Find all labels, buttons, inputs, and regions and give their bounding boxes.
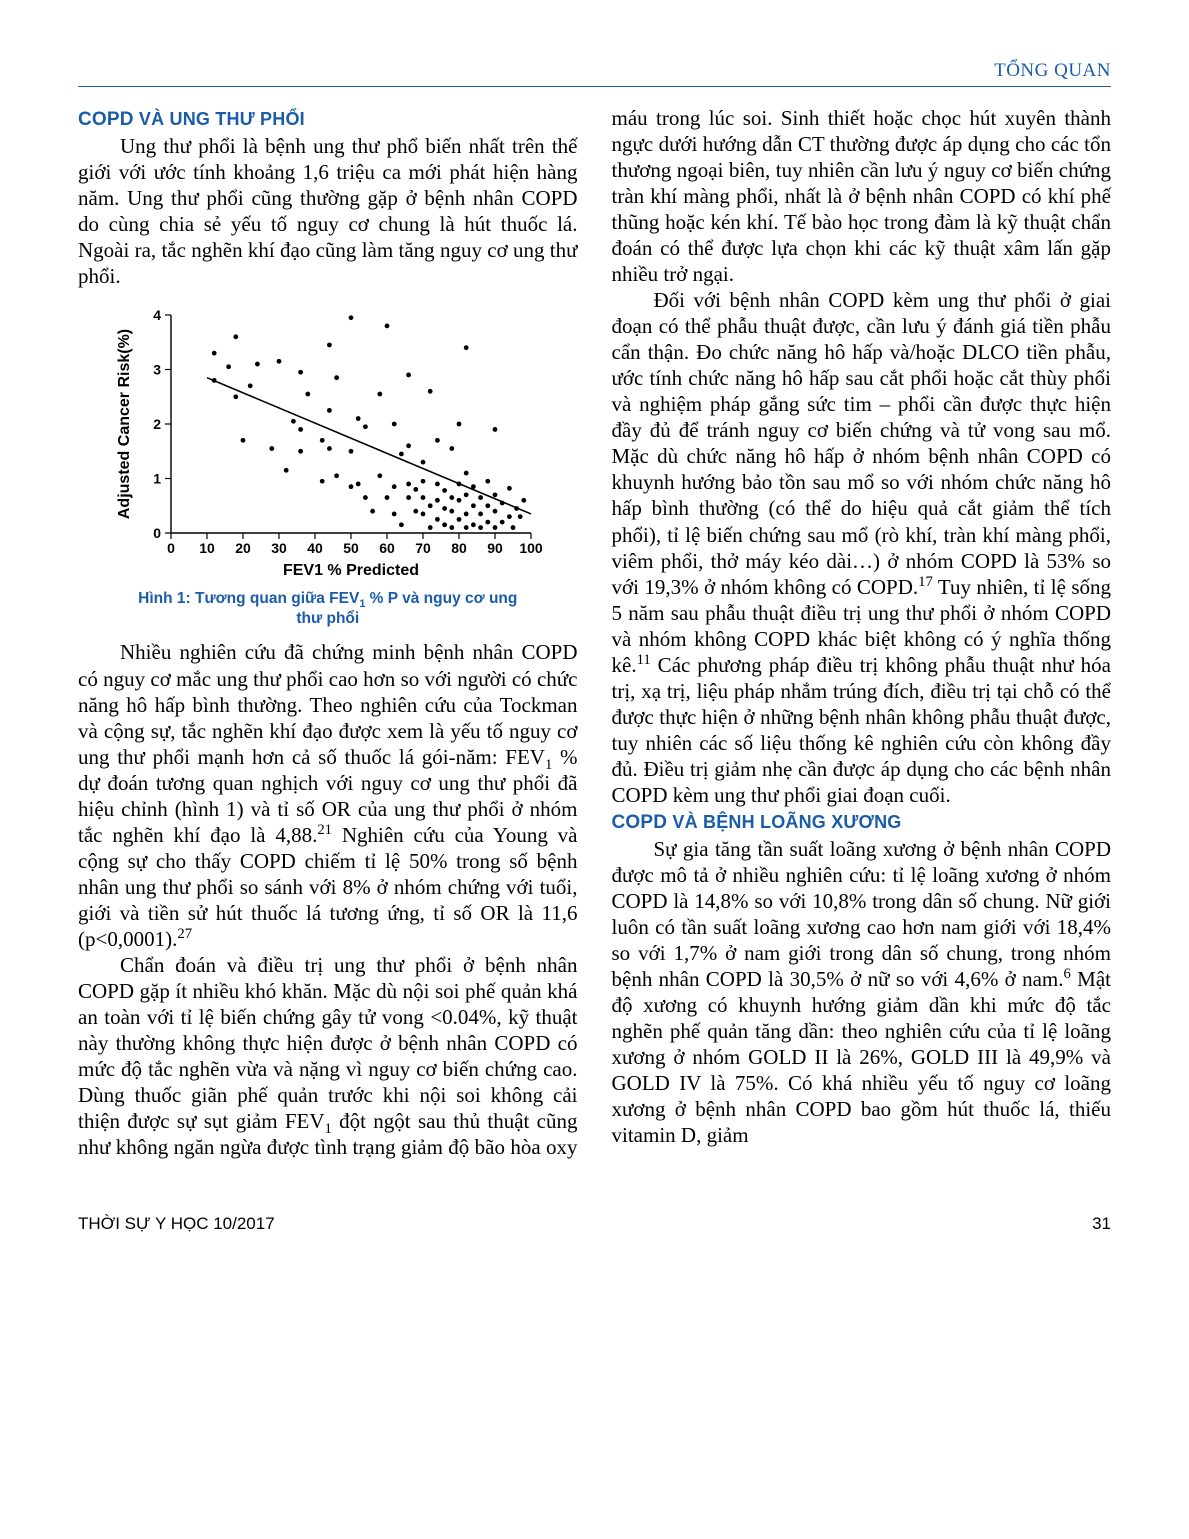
svg-text:70: 70 [415, 540, 431, 556]
svg-text:20: 20 [235, 540, 251, 556]
svg-text:100: 100 [519, 540, 543, 556]
svg-text:50: 50 [343, 540, 359, 556]
scatter-chart: 012340102030405060708090100FEV1 % Predic… [113, 303, 543, 583]
citation-ref: 6 [1064, 966, 1071, 982]
svg-text:Adjusted Cancer Risk(%): Adjusted Cancer Risk(%) [116, 329, 133, 519]
journal-name: THỜI SỰ Y HỌC 10/2017 [78, 1214, 275, 1234]
figure-1: 012340102030405060708090100FEV1 % Predic… [78, 303, 578, 629]
section-title-copd-lung-cancer: COPD VÀ UNG THƯ PHỔI [78, 109, 578, 131]
svg-text:0: 0 [167, 540, 175, 556]
svg-text:10: 10 [199, 540, 215, 556]
two-column-body: COPD VÀ UNG THƯ PHỔI Ung thư phổi là bện… [78, 105, 1111, 1160]
page-number: 31 [1092, 1214, 1111, 1234]
paragraph: Ung thư phổi là bệnh ung thư phổ biến nh… [78, 133, 578, 289]
section-title-rest: VÀ BỆNH LOÃNG XƯƠNG [667, 812, 901, 832]
header-rule [78, 86, 1111, 87]
citation-ref: 21 [317, 822, 332, 838]
citation-ref: 17 [918, 574, 933, 590]
svg-text:30: 30 [271, 540, 287, 556]
paragraph: Đối với bệnh nhân COPD kèm ung thư phổi … [612, 287, 1112, 808]
svg-text:2: 2 [153, 416, 161, 432]
section-title-lead: COPD [78, 109, 134, 130]
section-title-rest: VÀ UNG THƯ PHỔI [134, 109, 305, 129]
svg-text:1: 1 [153, 471, 161, 487]
svg-text:4: 4 [153, 307, 161, 323]
svg-text:90: 90 [487, 540, 503, 556]
paragraph: Sự gia tăng tần suất loãng xương ở bệnh … [612, 836, 1112, 1148]
section-title-lead: COPD [612, 812, 668, 833]
svg-text:40: 40 [307, 540, 323, 556]
svg-text:0: 0 [153, 525, 161, 541]
svg-text:FEV1 % Predicted: FEV1 % Predicted [283, 562, 419, 579]
citation-ref: 11 [637, 652, 651, 668]
header-section-label: TỔNG QUAN [78, 60, 1111, 84]
section-title-copd-osteoporosis: COPD VÀ BỆNH LOÃNG XƯƠNG [612, 812, 1112, 834]
page-footer: THỜI SỰ Y HỌC 10/2017 31 [78, 1214, 1111, 1234]
figure-caption: Hình 1: Tương quan giữa FEV1 % P và nguy… [138, 589, 518, 629]
svg-text:60: 60 [379, 540, 395, 556]
svg-text:80: 80 [451, 540, 467, 556]
svg-text:3: 3 [153, 362, 161, 378]
paragraph: Nhiều nghiên cứu đã chứng minh bệnh nhân… [78, 639, 578, 951]
citation-ref: 27 [177, 926, 192, 942]
